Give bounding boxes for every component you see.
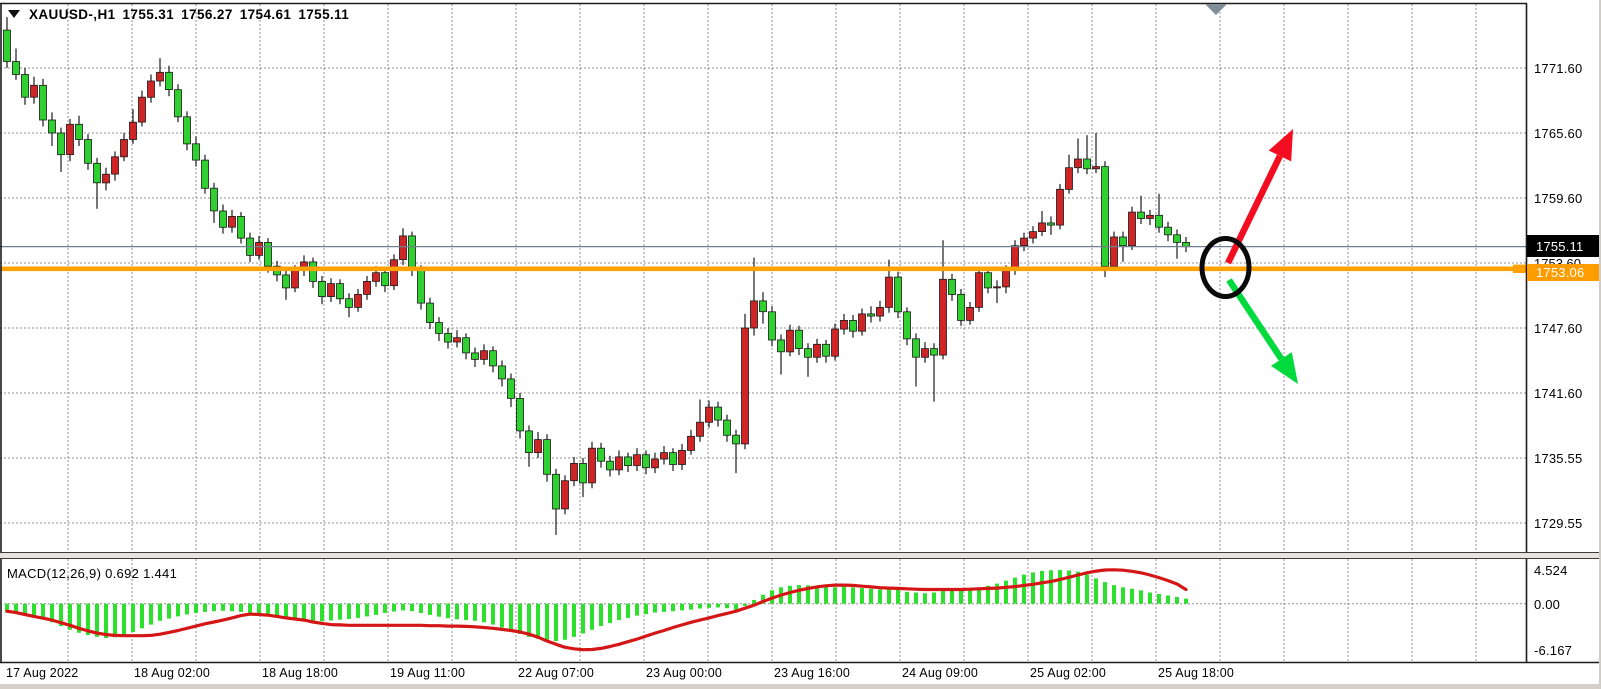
time-label: 18 Aug 02:00	[134, 666, 211, 680]
macd-signal-line	[5, 568, 1188, 652]
circle-annotation[interactable]	[1199, 236, 1252, 299]
macd-histogram	[5, 570, 1188, 641]
price-tick-label: 1771.60	[1534, 61, 1583, 76]
scroll-position-icon	[1205, 4, 1227, 15]
bearish-arrow-annotation[interactable]	[1226, 278, 1298, 384]
time-label: 24 Aug 09:00	[902, 666, 979, 680]
ohlc-high: 1756.27	[181, 6, 233, 22]
chart-title: XAUUSD-,H1 1755.31 1756.27 1754.61 1755.11	[29, 7, 356, 22]
trend-line-end-cap	[1513, 264, 1526, 273]
time-label: 22 Aug 07:00	[518, 666, 595, 680]
window-bottom-edge	[0, 684, 1601, 689]
time-label: 23 Aug 16:00	[774, 666, 851, 680]
ohlc-low: 1754.61	[239, 6, 292, 22]
time-label: 17 Aug 2022	[6, 666, 79, 680]
symbol-label: XAUUSD-,H1	[29, 6, 116, 22]
horizontal-trend-line[interactable]	[0, 266, 1526, 272]
ohlc-open: 1755.31	[122, 6, 175, 22]
price-tick-label: 1765.60	[1534, 126, 1583, 141]
time-label: 25 Aug 18:00	[1158, 666, 1235, 680]
time-label: 23 Aug 00:00	[646, 666, 723, 680]
macd-indicator-label: MACD(12,26,9) 0.692 1.441	[7, 566, 178, 581]
price-tick-label: 1735.55	[1534, 451, 1583, 466]
symbol-dropdown-icon	[8, 10, 20, 18]
price-tick-label: 1747.60	[1534, 321, 1583, 336]
time-label: 25 Aug 02:00	[1030, 666, 1107, 680]
window-right-edge	[1599, 0, 1601, 689]
time-label: 18 Aug 18:00	[262, 666, 339, 680]
candles-layer	[3, 17, 1190, 535]
macd-tick-label: -6.167	[1534, 643, 1573, 658]
ohlc-close: 1755.11	[298, 6, 350, 22]
price-tick-label: 1741.60	[1534, 386, 1583, 401]
trendline-price-badge: 1753.06	[1527, 264, 1601, 281]
pane-splitter[interactable]	[0, 552, 1601, 559]
grid-lines	[0, 4, 1526, 662]
chart-title-row: XAUUSD-,H1 1755.31 1756.27 1754.61 1755.11	[8, 6, 356, 22]
price-tick-label: 1759.60	[1534, 191, 1583, 206]
time-label: 19 Aug 11:00	[390, 666, 466, 680]
bullish-arrow-annotation[interactable]	[1225, 129, 1293, 265]
macd-tick-label: 0.00	[1534, 597, 1561, 612]
price-tick-label: 1729.55	[1534, 516, 1583, 531]
bid-price-badge: 1755.11	[1527, 235, 1601, 257]
macd-tick-label: 4.524	[1534, 563, 1568, 578]
